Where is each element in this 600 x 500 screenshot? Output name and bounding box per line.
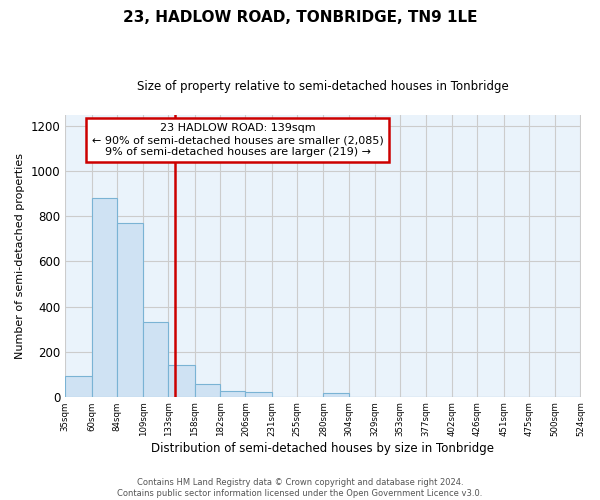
Text: 23, HADLOW ROAD, TONBRIDGE, TN9 1LE: 23, HADLOW ROAD, TONBRIDGE, TN9 1LE [123, 10, 477, 25]
Y-axis label: Number of semi-detached properties: Number of semi-detached properties [15, 153, 25, 359]
Bar [220, 391, 245, 396]
Bar [245, 392, 272, 396]
Bar [323, 394, 349, 396]
X-axis label: Distribution of semi-detached houses by size in Tonbridge: Distribution of semi-detached houses by … [151, 442, 494, 455]
Bar [92, 198, 117, 396]
Bar [65, 376, 92, 396]
Text: Contains HM Land Registry data © Crown copyright and database right 2024.
Contai: Contains HM Land Registry data © Crown c… [118, 478, 482, 498]
Text: 23 HADLOW ROAD: 139sqm
← 90% of semi-detached houses are smaller (2,085)
9% of s: 23 HADLOW ROAD: 139sqm ← 90% of semi-det… [92, 124, 383, 156]
Bar [117, 223, 143, 396]
Bar [169, 365, 195, 396]
Title: Size of property relative to semi-detached houses in Tonbridge: Size of property relative to semi-detach… [137, 80, 509, 93]
Bar [143, 322, 169, 396]
Bar [195, 384, 220, 396]
